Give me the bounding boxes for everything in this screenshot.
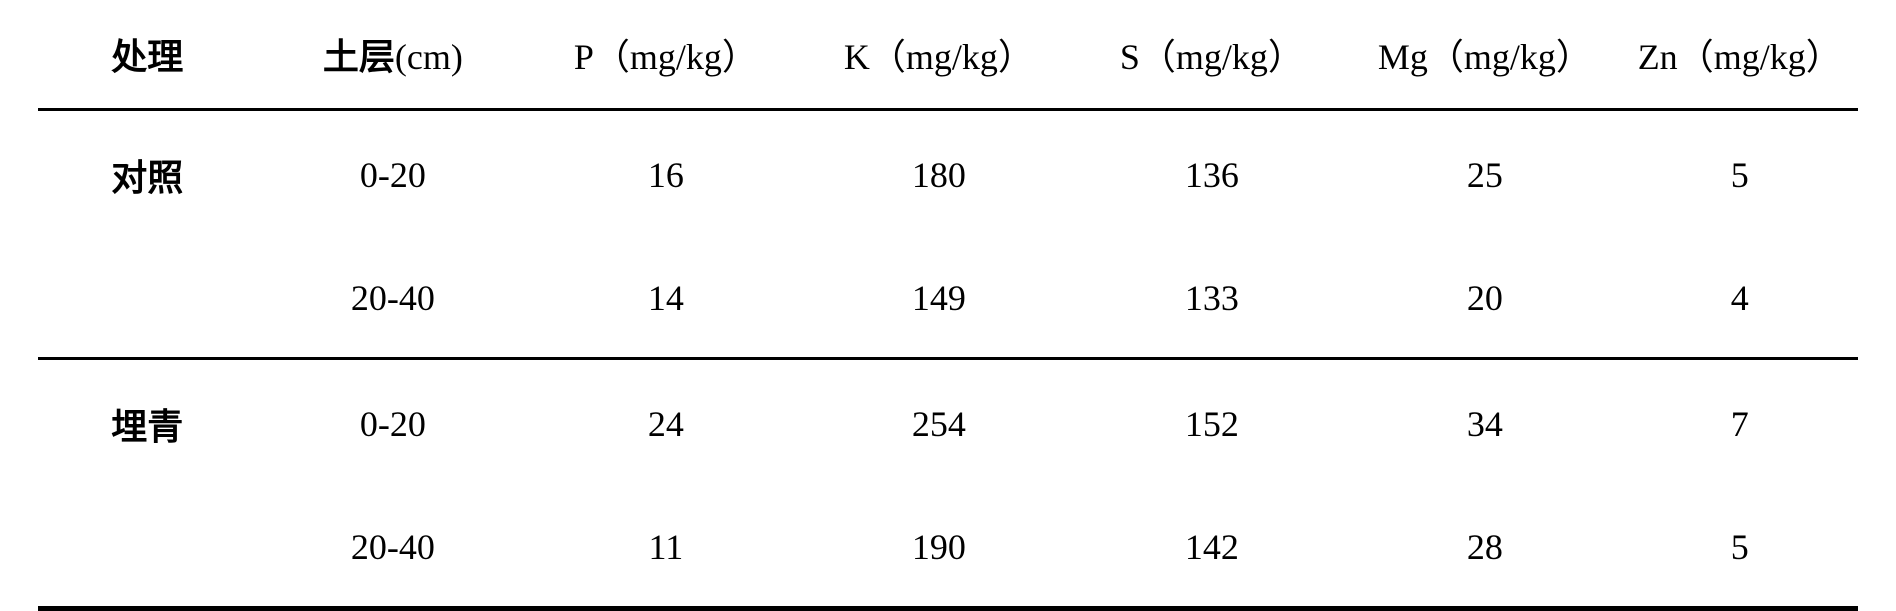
cell-p: 16 — [529, 109, 802, 239]
table-body: 对照 0-20 16 180 136 25 5 20-40 14 149 133… — [38, 109, 1858, 608]
header-s: S（mg/kg） — [1075, 0, 1348, 109]
cell-s: 133 — [1075, 239, 1348, 359]
cell-layer: 20-40 — [256, 488, 529, 609]
header-row: 处理 土层(cm) P（mg/kg） K（mg/kg） S（mg/kg） Mg（… — [38, 0, 1858, 109]
cell-treatment-empty — [38, 488, 256, 609]
soil-nutrient-table: 处理 土层(cm) P（mg/kg） K（mg/kg） S（mg/kg） Mg（… — [38, 0, 1858, 611]
cell-p: 24 — [529, 358, 802, 488]
cell-layer: 0-20 — [256, 109, 529, 239]
cell-s: 136 — [1075, 109, 1348, 239]
cell-k: 190 — [802, 488, 1075, 609]
cell-k: 180 — [802, 109, 1075, 239]
table-row: 20-40 11 190 142 28 5 — [38, 488, 1858, 609]
cell-layer: 0-20 — [256, 358, 529, 488]
table-row: 对照 0-20 16 180 136 25 5 — [38, 109, 1858, 239]
table-row: 20-40 14 149 133 20 4 — [38, 239, 1858, 359]
cell-zn: 7 — [1621, 358, 1858, 488]
table-row: 埋青 0-20 24 254 152 34 7 — [38, 358, 1858, 488]
header-treatment: 处理 — [38, 0, 256, 109]
cell-mg: 34 — [1348, 358, 1621, 488]
cell-zn: 4 — [1621, 239, 1858, 359]
header-mg: Mg（mg/kg） — [1348, 0, 1621, 109]
header-p: P（mg/kg） — [529, 0, 802, 109]
cell-s: 152 — [1075, 358, 1348, 488]
cell-k: 149 — [802, 239, 1075, 359]
cell-mg: 20 — [1348, 239, 1621, 359]
cell-layer: 20-40 — [256, 239, 529, 359]
soil-nutrient-table-container: 处理 土层(cm) P（mg/kg） K（mg/kg） S（mg/kg） Mg（… — [38, 0, 1858, 611]
cell-p: 14 — [529, 239, 802, 359]
header-zn: Zn（mg/kg） — [1621, 0, 1858, 109]
header-layer: 土层(cm) — [256, 0, 529, 109]
cell-zn: 5 — [1621, 488, 1858, 609]
cell-s: 142 — [1075, 488, 1348, 609]
cell-treatment: 埋青 — [38, 358, 256, 488]
header-k: K（mg/kg） — [802, 0, 1075, 109]
cell-k: 254 — [802, 358, 1075, 488]
cell-p: 11 — [529, 488, 802, 609]
cell-treatment: 对照 — [38, 109, 256, 239]
cell-zn: 5 — [1621, 109, 1858, 239]
cell-mg: 28 — [1348, 488, 1621, 609]
cell-treatment-empty — [38, 239, 256, 359]
table-header: 处理 土层(cm) P（mg/kg） K（mg/kg） S（mg/kg） Mg（… — [38, 0, 1858, 109]
cell-mg: 25 — [1348, 109, 1621, 239]
